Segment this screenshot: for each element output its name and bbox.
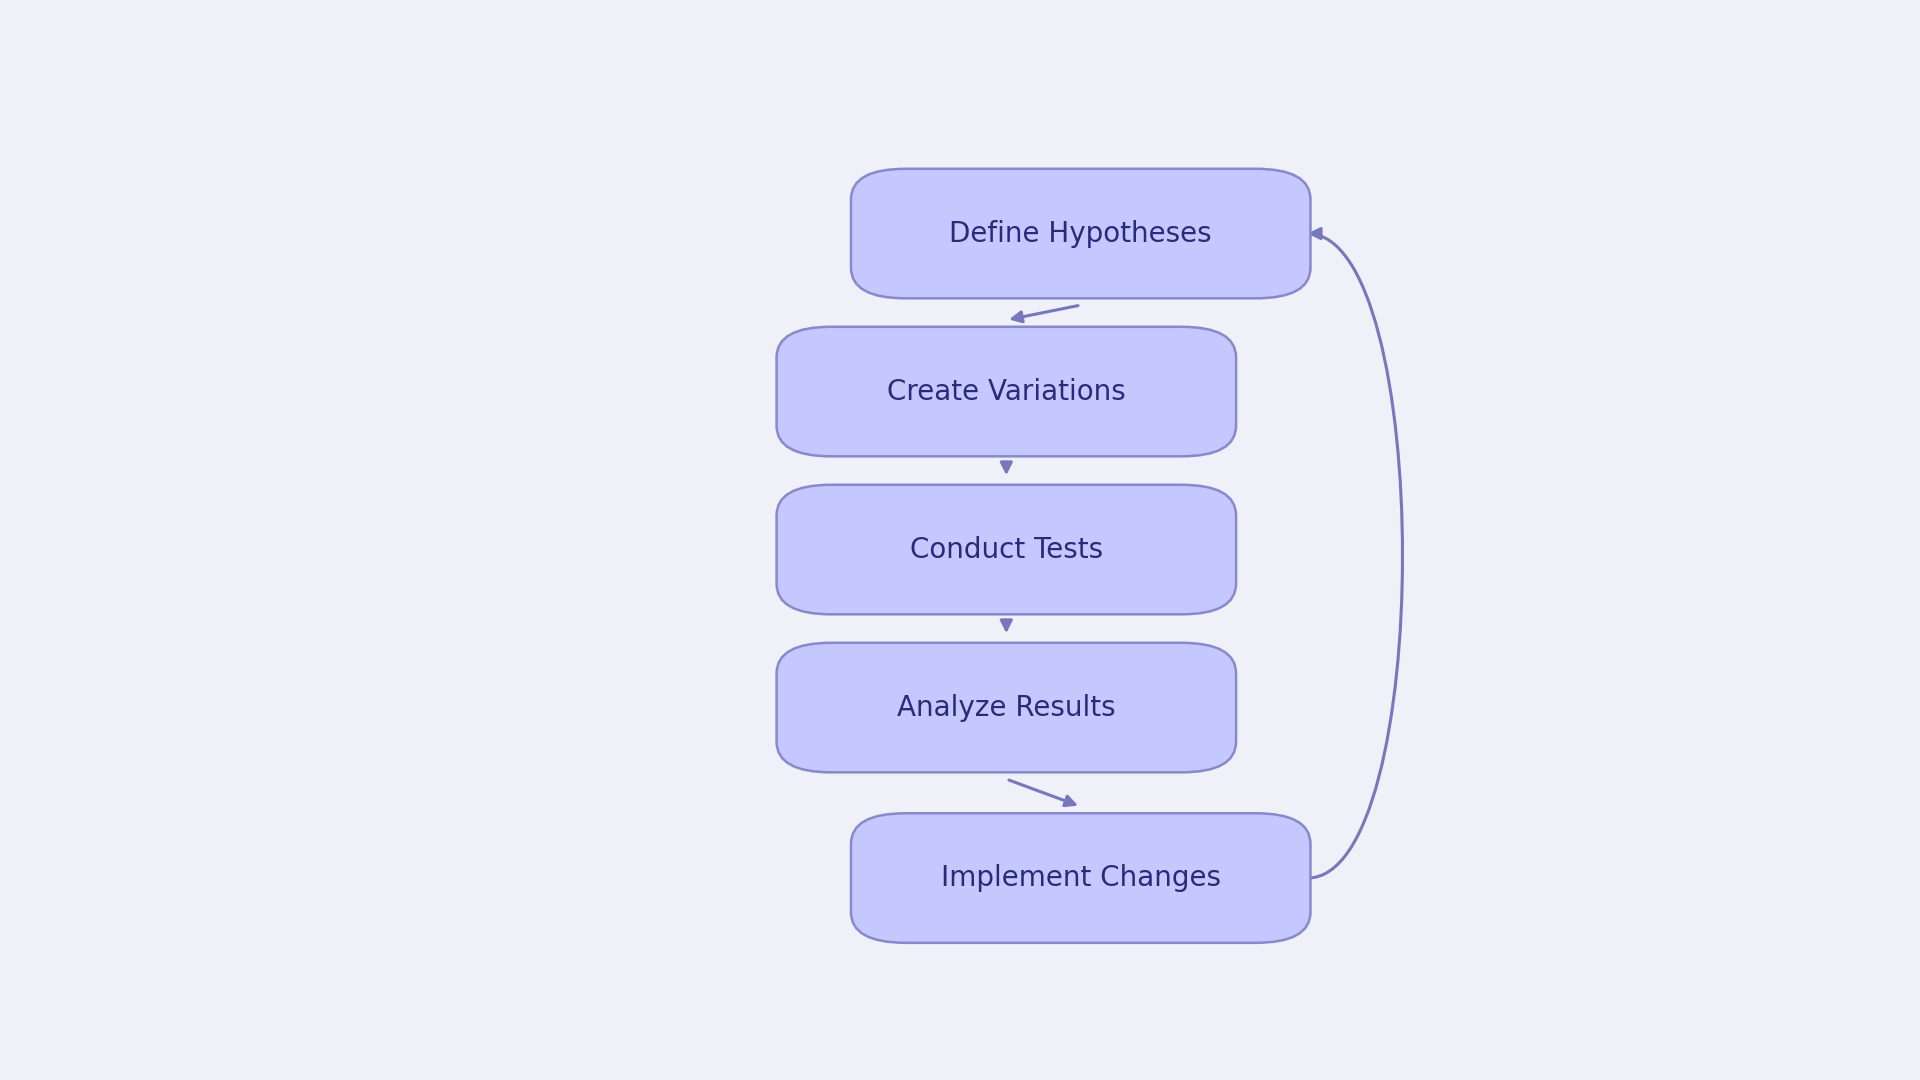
FancyBboxPatch shape xyxy=(776,643,1236,772)
FancyBboxPatch shape xyxy=(776,327,1236,457)
Text: Analyze Results: Analyze Results xyxy=(897,693,1116,721)
FancyBboxPatch shape xyxy=(851,168,1311,298)
FancyBboxPatch shape xyxy=(776,485,1236,615)
Text: Implement Changes: Implement Changes xyxy=(941,864,1221,892)
Text: Create Variations: Create Variations xyxy=(887,378,1125,406)
FancyBboxPatch shape xyxy=(851,813,1311,943)
Text: Conduct Tests: Conduct Tests xyxy=(910,536,1102,564)
Text: Define Hypotheses: Define Hypotheses xyxy=(948,219,1212,247)
